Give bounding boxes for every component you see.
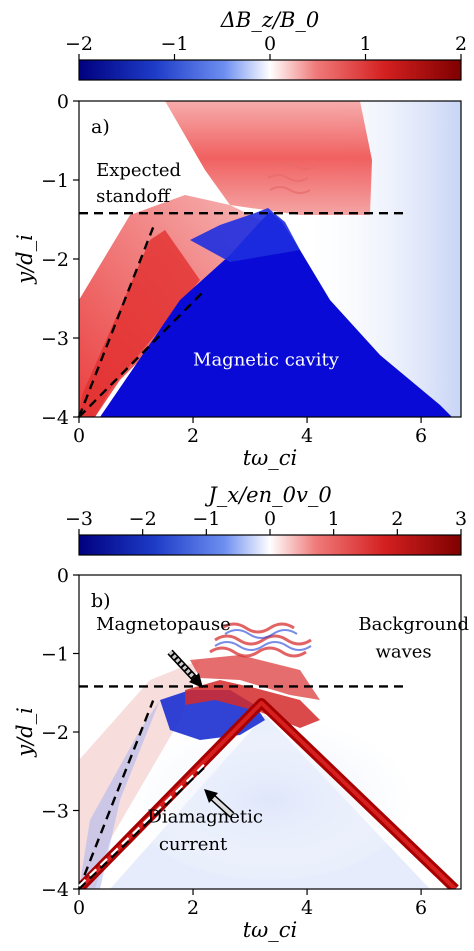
panel-label-b: b) [91, 590, 111, 612]
y-axis-label-a: y/d_i [13, 234, 37, 285]
colorbar-b-tick-label: −2 [129, 508, 157, 530]
y-tick-label-a: −3 [41, 328, 69, 350]
colorbar-b-tick-label: −3 [65, 508, 93, 530]
y-tick-label-b: −3 [41, 801, 69, 823]
y-tick-label-b: −1 [41, 644, 69, 666]
x-tick-label-b: 2 [187, 897, 199, 919]
arrow-magnetopause [167, 649, 203, 688]
panel-label-a: a) [91, 116, 110, 138]
guide-line-b-0 [77, 700, 155, 890]
x-tick-label-a: 2 [187, 425, 199, 447]
guide-lines-b [77, 685, 404, 890]
x-tick-label-b: 6 [415, 897, 427, 919]
colorbar-b-tick-label: 1 [328, 508, 340, 530]
colorbar-b-tick-label: −1 [192, 508, 220, 530]
panel-b: J_x/en_0v_0 −3 −2 −1 0 1 2 3 [13, 483, 469, 942]
colorbar-b-tick-label: 2 [391, 508, 403, 530]
arrow-diamagnetic [204, 789, 235, 818]
x-tick-label-a: 4 [301, 425, 313, 447]
x-tick-label-a: 0 [73, 425, 85, 447]
colorbar-b-label: J_x/en_0v_0 [204, 483, 331, 507]
annotation-expected: Expected [96, 160, 181, 181]
annotation-waves: waves [375, 641, 431, 662]
y-tick-label-a: 0 [57, 91, 69, 113]
guide-lines-a [77, 211, 404, 418]
y-tick-label-a: −1 [41, 170, 69, 192]
heatmap-b [79, 575, 461, 889]
colorbar-a-tick-label: 2 [455, 33, 467, 55]
x-tick-label-b: 0 [73, 897, 85, 919]
y-axis-label-b: y/d_i [13, 707, 37, 758]
x-tick-label-b: 4 [301, 897, 313, 919]
colorbar-a-tick-label: −2 [65, 33, 93, 55]
x-axis-label-a: tω_ci [243, 446, 298, 470]
colorbar-a-tick-label: 1 [359, 33, 371, 55]
panel-a: ΔB_z/B_0 −2 −1 0 1 2 0 2 4 60−1−2−3−4 a) E [13, 8, 467, 470]
y-tick-label-a: −4 [41, 407, 69, 429]
y-tick-label-b: −4 [41, 879, 69, 901]
x-axis-label-b: tω_ci [243, 918, 298, 942]
colorbar-a-tick-label: −1 [160, 33, 188, 55]
y-tick-label-a: −2 [41, 249, 69, 271]
guide-line-a-0 [77, 226, 155, 418]
y-tick-label-b: 0 [57, 565, 69, 587]
axis-ticks-b: 0 2 4 6 0 −1 −2 −3 −4 [41, 565, 427, 919]
colorbar-a-tick-label: 0 [264, 33, 276, 55]
colorbar-a-ticks: −2 −1 0 1 2 [65, 33, 467, 60]
colorbar-b-tick-label: 3 [455, 508, 467, 530]
colorbar-a [78, 59, 462, 81]
colorbar-b-ticks: −3 −2 −1 0 1 2 3 [65, 508, 467, 535]
annotation-standoff: standoff [96, 186, 171, 207]
heatmap-a [79, 101, 461, 417]
colorbar-a-label: ΔB_z/B_0 [220, 8, 320, 32]
annotation-magnetopause: Magnetopause [96, 614, 231, 635]
colorbar-b-tick-label: 0 [264, 508, 276, 530]
colorbar-b [78, 534, 462, 556]
y-tick-label-b: −2 [41, 722, 69, 744]
annotation-diamagnetic: Diamagnetic [147, 806, 263, 827]
x-tick-label-a: 6 [415, 425, 427, 447]
annotation-magnetic-cavity: Magnetic cavity [193, 350, 340, 371]
annotation-current: current [159, 834, 228, 855]
axis-ticks-a: 0 2 4 6 0 −1 −2 −3 −4 [41, 91, 427, 447]
annotation-background: Background [358, 614, 469, 635]
